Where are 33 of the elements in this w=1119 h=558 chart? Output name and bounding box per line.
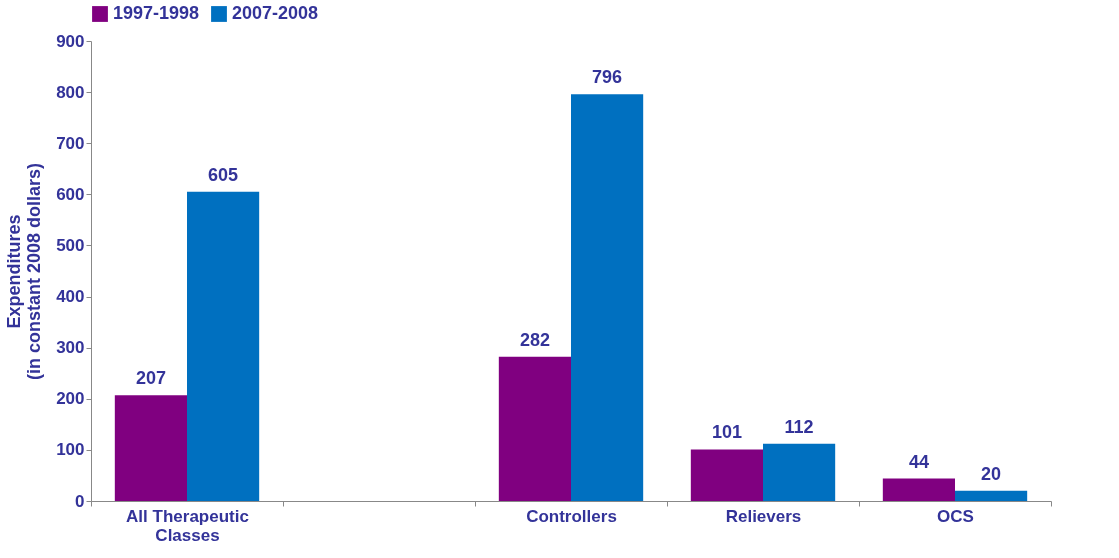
bar [955, 490, 1028, 501]
y-tick-label: 700 [56, 133, 85, 153]
data-label: 207 [135, 368, 166, 389]
y-tick-label: 0 [75, 491, 85, 511]
y-tick-label: 800 [56, 82, 85, 102]
x-tick-label: All Therapeutic Classes [126, 506, 249, 545]
bar [690, 449, 763, 501]
bar [498, 356, 571, 501]
x-tick-label: OCS [937, 506, 974, 526]
legend-label: 1997-1998 [113, 3, 200, 23]
y-tick-label: 300 [56, 338, 85, 358]
data-label: 112 [784, 416, 814, 437]
data-label: 101 [711, 422, 742, 443]
legend-label: 2007-2008 [232, 3, 319, 23]
bar [763, 443, 836, 501]
bar [882, 478, 955, 501]
data-label: 44 [908, 451, 929, 472]
bar [187, 191, 260, 501]
data-label: 20 [981, 463, 1002, 484]
y-tick-label: 200 [56, 389, 85, 409]
data-label: 796 [592, 67, 623, 88]
x-tick-label: Controllers [526, 506, 617, 526]
y-tick-label: 100 [56, 440, 85, 460]
data-label: 282 [519, 329, 550, 350]
y-tick-label: 600 [56, 184, 85, 204]
y-tick-label: 400 [56, 287, 85, 307]
y-tick-label: 500 [56, 235, 85, 255]
y-axis-title: Expenditures (in constant 2008 dollars) [4, 162, 45, 381]
y-tick-label: 900 [56, 31, 85, 51]
bar [114, 395, 187, 501]
x-tick-label: Relievers [725, 506, 802, 526]
data-label: 605 [208, 164, 239, 185]
bar [571, 94, 644, 501]
